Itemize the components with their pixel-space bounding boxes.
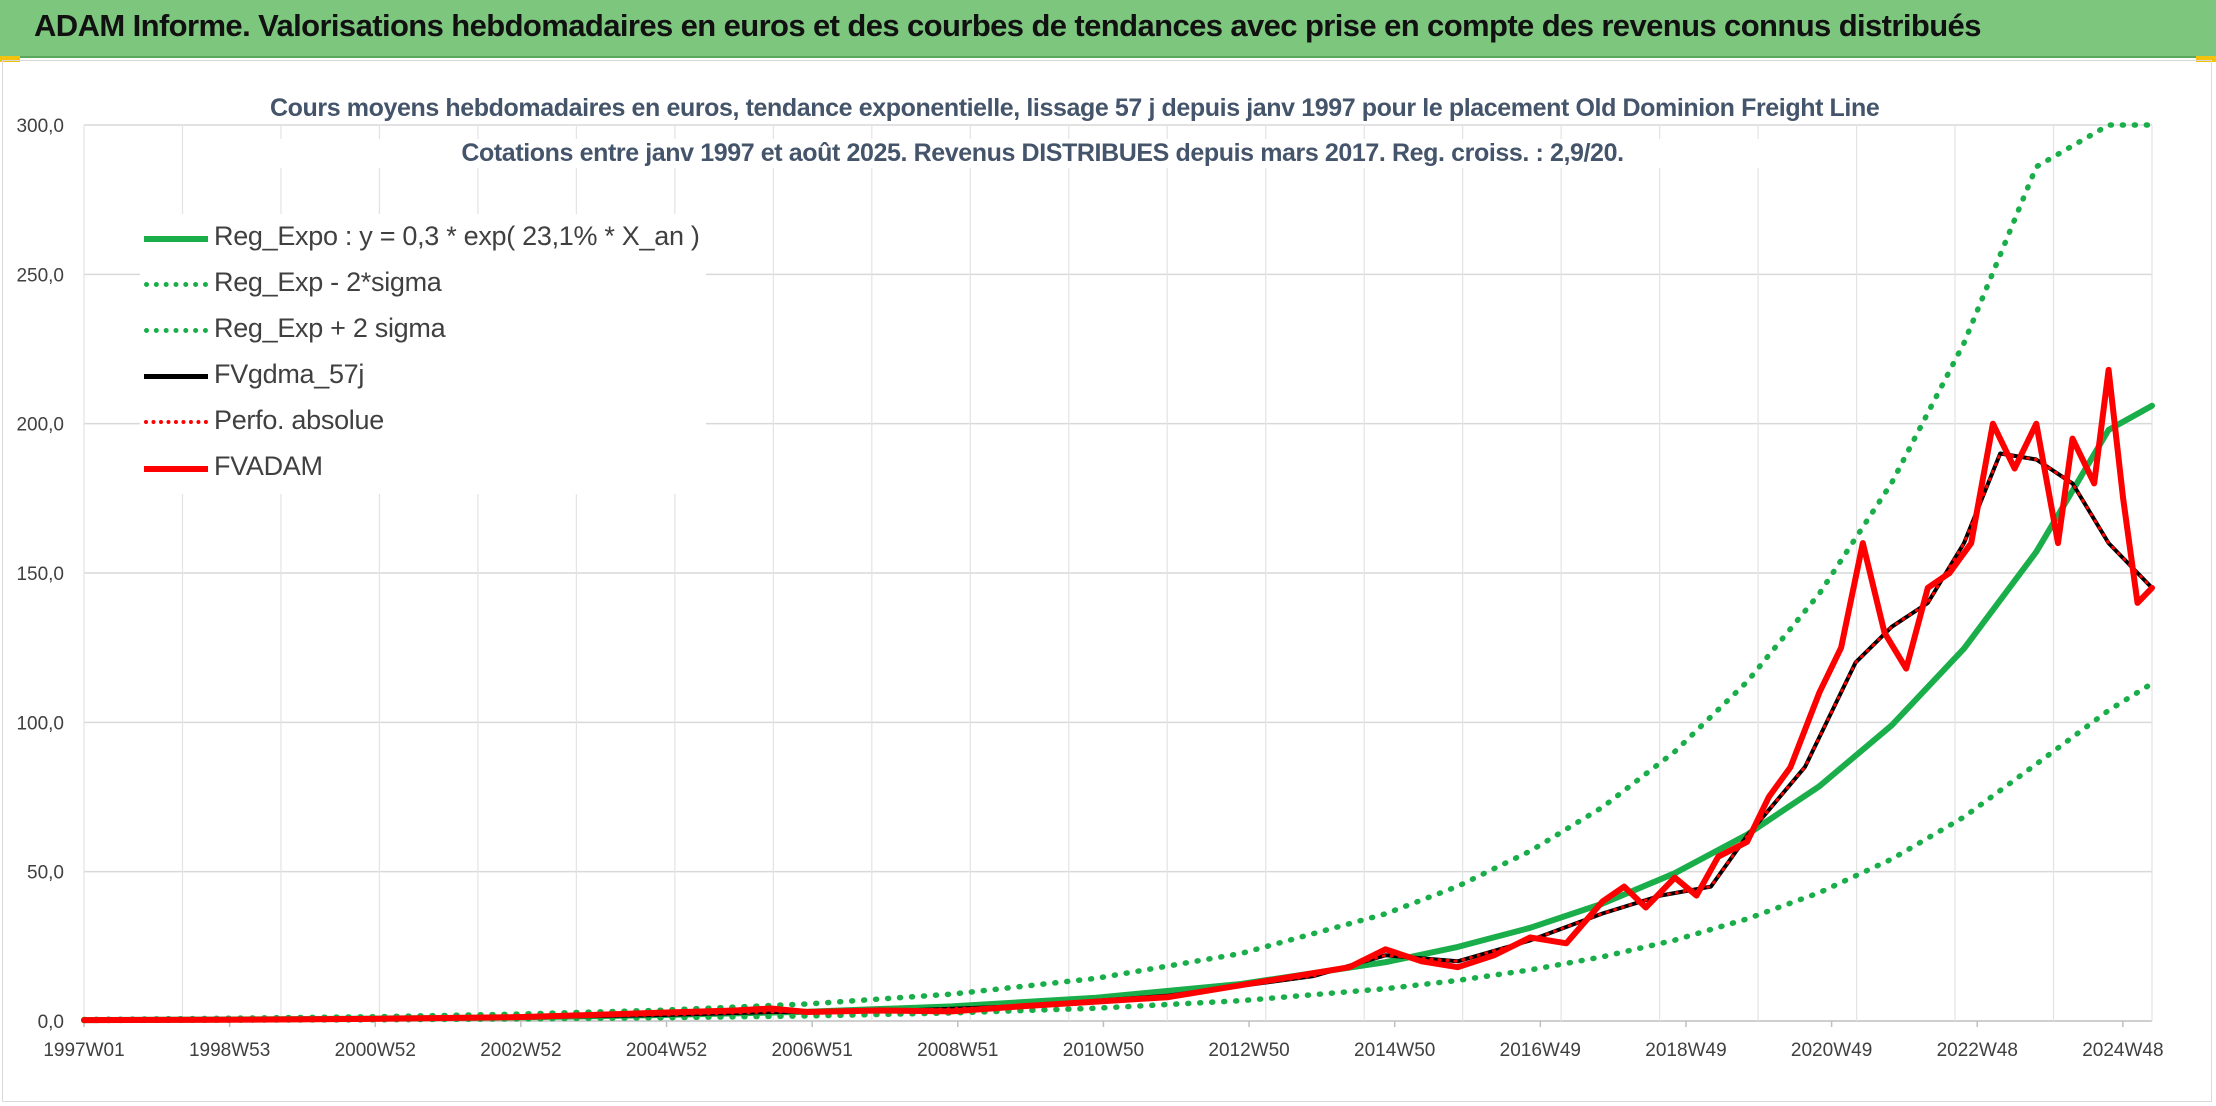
legend-swatch-fvgdma: [144, 374, 208, 379]
chart-subtitle: Cotations entre janv 1997 et août 2025. …: [270, 139, 1815, 168]
report-banner: ADAM Informe. Valorisations hebdomadaire…: [0, 0, 2216, 58]
legend-label-reg-exp-plus: Reg_Exp + 2 sigma: [214, 313, 446, 343]
legend-item-fvgdma[interactable]: FVgdma_57j: [140, 354, 700, 400]
x-tick-label: 2024W48: [2082, 1040, 2163, 1061]
legend-item-reg-expo[interactable]: Reg_Expo : y = 0,3 * exp( 23,1% * X_an ): [140, 216, 700, 262]
y-tick-label: 100,0: [16, 713, 64, 734]
chart-legend: Reg_Expo : y = 0,3 * exp( 23,1% * X_an )…: [140, 214, 706, 494]
x-tick-label: 2016W49: [1500, 1040, 1581, 1061]
legend-label-reg-expo: Reg_Expo : y = 0,3 * exp( 23,1% * X_an ): [214, 221, 700, 251]
series: [81, 122, 2155, 1024]
chart-title: Cours moyens hebdomadaires en euros, ten…: [270, 94, 1880, 123]
x-tick-label: 2012W50: [1208, 1040, 1289, 1061]
legend-swatch-perfo: [144, 420, 208, 424]
legend-label-fvgdma: FVgdma_57j: [214, 359, 365, 389]
legend-swatch-reg-expo: [144, 236, 208, 242]
legend-item-perfo[interactable]: Perfo. absolue: [140, 400, 700, 446]
x-tick-label: 2010W50: [1063, 1040, 1144, 1061]
legend-item-reg-exp-plus[interactable]: Reg_Exp + 2 sigma: [140, 308, 700, 354]
report-title: ADAM Informe. Valorisations hebdomadaire…: [34, 8, 1981, 43]
series-line-4: [82, 452, 2154, 1022]
x-tick-label: 2020W49: [1791, 1040, 1872, 1061]
corner-marker-right: [2196, 56, 2216, 62]
legend-label-fvadam: FVADAM: [214, 451, 323, 481]
x-tick-label: 2000W52: [335, 1040, 416, 1061]
x-tick-label: 2008W51: [917, 1040, 998, 1061]
legend-swatch-fvadam: [144, 466, 208, 472]
legend-label-perfo: Perfo. absolue: [214, 405, 384, 435]
legend-swatch-reg-exp-minus: [144, 282, 208, 287]
y-tick-label: 300,0: [16, 116, 64, 137]
x-tick-label: 2006W51: [771, 1040, 852, 1061]
x-tick-label: 2014W50: [1354, 1040, 1435, 1061]
legend-swatch-reg-exp-plus: [144, 328, 208, 333]
series-line-5: [81, 366, 2155, 1024]
legend-item-reg-exp-minus[interactable]: Reg_Exp - 2*sigma: [140, 262, 700, 308]
x-tick-label: 2002W52: [480, 1040, 561, 1061]
chart-frame: [2, 60, 2212, 1102]
y-tick-label: 150,0: [16, 564, 64, 585]
series-line-3: [82, 451, 2154, 1023]
axis-ticks: 0,0 50,0 100,0 150,0 200,0 250,0 300,0 1997W01 1…: [16, 116, 2163, 1061]
y-tick-label: 50,0: [27, 863, 64, 884]
series-line-1: [81, 680, 2155, 1024]
y-tick-label: 200,0: [16, 415, 64, 436]
legend-item-fvadam[interactable]: FVADAM: [140, 446, 700, 492]
corner-marker-left: [0, 56, 20, 62]
series-line-0: [81, 402, 2155, 1024]
y-tick-label: 250,0: [16, 265, 64, 286]
x-tick-label: 2022W48: [1937, 1040, 2018, 1061]
x-tick-label: 1997W01: [43, 1040, 124, 1061]
x-tick-label: 2004W52: [626, 1040, 707, 1061]
x-tick-label: 2018W49: [1645, 1040, 1726, 1061]
legend-label-reg-exp-minus: Reg_Exp - 2*sigma: [214, 267, 442, 297]
x-tick-label: 1998W53: [189, 1040, 270, 1061]
y-tick-label: 0,0: [38, 1012, 64, 1033]
